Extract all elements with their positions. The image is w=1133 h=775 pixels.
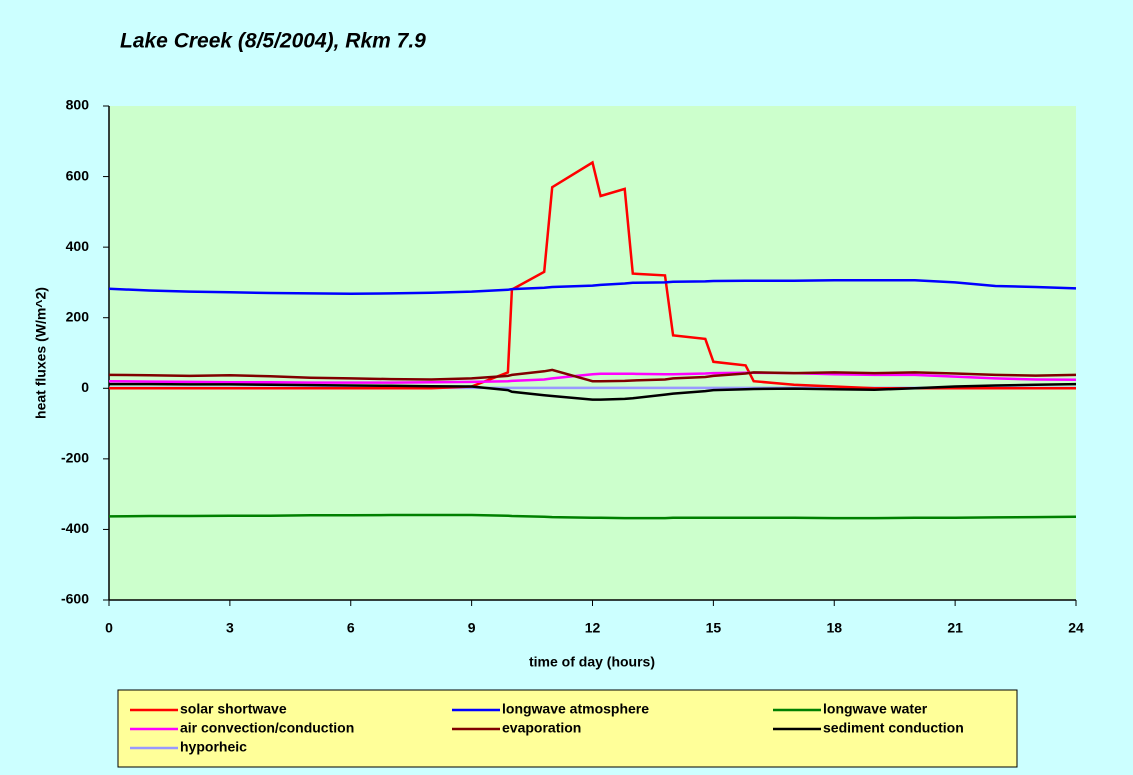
x-tick-label: 3 — [226, 620, 234, 636]
series-line — [108, 368, 1077, 383]
legend-label: sediment conduction — [823, 720, 964, 736]
series-line — [108, 513, 1077, 520]
series-line — [108, 371, 1077, 384]
y-tick-label: -200 — [61, 450, 89, 466]
y-tick-label: 0 — [81, 379, 89, 395]
legend-label: evaporation — [502, 720, 581, 736]
y-tick-label: 400 — [66, 238, 90, 254]
y-axis-label: heat fluxes (W/m^2) — [33, 287, 49, 419]
y-tick-label: 200 — [66, 308, 90, 324]
y-tick-label: -600 — [61, 591, 89, 607]
legend-label: longwave atmosphere — [502, 701, 649, 717]
chart-title: Lake Creek (8/5/2004), Rkm 7.9 — [120, 30, 426, 53]
legend-label: longwave water — [823, 701, 928, 717]
y-tick-label: 800 — [66, 97, 90, 113]
x-tick-label: 12 — [585, 620, 601, 636]
x-tick-label: 15 — [706, 620, 722, 636]
series-line — [108, 279, 1077, 295]
x-tick-label: 24 — [1068, 620, 1084, 636]
y-tick-label: -400 — [61, 520, 89, 536]
x-tick-label: 21 — [947, 620, 963, 636]
legend — [117, 689, 1018, 768]
legend-label: hyporheic — [180, 739, 247, 755]
x-axis-label: time of day (hours) — [529, 654, 655, 670]
y-tick-label: 600 — [66, 167, 90, 183]
x-tick-label: 0 — [105, 620, 113, 636]
legend-label: air convection/conduction — [180, 720, 354, 736]
x-tick-label: 9 — [468, 620, 476, 636]
plot-area — [109, 106, 1076, 600]
legend-label: solar shortwave — [180, 701, 287, 717]
series-line — [109, 382, 1077, 401]
series-line — [109, 160, 1076, 390]
x-tick-label: 6 — [347, 620, 355, 636]
x-tick-label: 18 — [826, 620, 842, 636]
